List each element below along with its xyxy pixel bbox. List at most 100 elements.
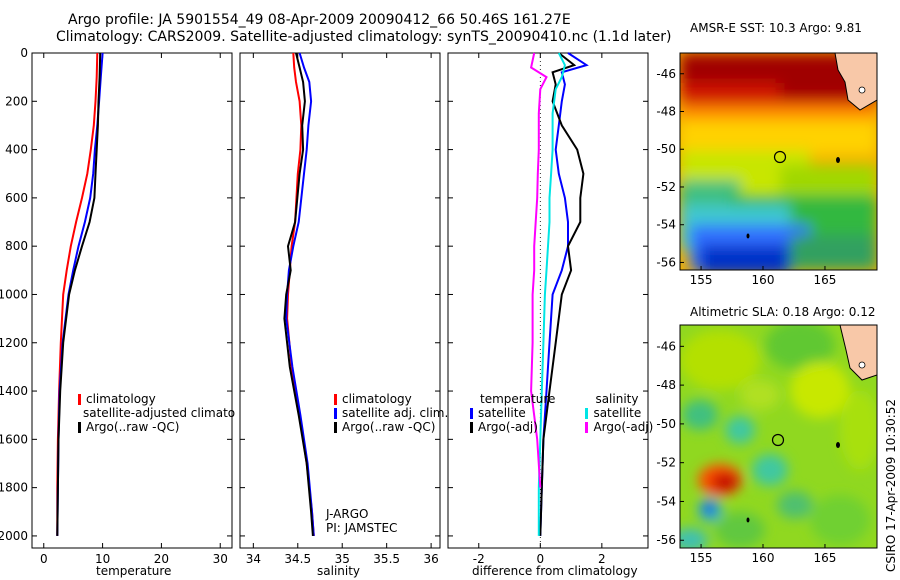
x-tick-label: 30 <box>213 552 228 566</box>
map-x-tick-label: 155 <box>690 273 713 287</box>
pi-line1: J-ARGO <box>326 507 369 521</box>
x-tick-label: 36 <box>423 552 438 566</box>
x-tick-label: 10 <box>95 552 110 566</box>
y-tick-label: 600 <box>5 191 28 205</box>
legend-label: Argo(-adj) <box>593 420 654 434</box>
sla-map-title: Altimetric SLA: 0.18 Argo: 0.12 <box>690 305 876 319</box>
figure-title-line2: Climatology: CARS2009. Satellite-adjuste… <box>56 29 672 45</box>
legend-swatch <box>470 421 473 433</box>
map-y-tick-label: -52 <box>656 180 676 194</box>
legend-label: satellite-adjusted climatology <box>83 406 236 420</box>
salinity-xlabel: salinity <box>317 564 361 578</box>
map-y-tick-label: -56 <box>656 255 676 269</box>
x-tick-label: 2 <box>598 552 606 566</box>
y-tick-label: 1600 <box>0 432 28 446</box>
temperature-panel: 0 10 20 30 0 200 400 600 800 1000 1200 1400 1600 1800… <box>0 46 233 566</box>
legend-swatch <box>78 393 81 405</box>
difference-legend: temperature satellite Argo(-adj) salinit… <box>470 392 653 434</box>
map-y-tick-label: -52 <box>656 456 676 470</box>
legend-label: climatology <box>342 392 412 406</box>
temperature-xlabel: temperature <box>96 564 172 578</box>
legend-label: satellite <box>478 406 526 420</box>
plot-frame <box>31 52 233 549</box>
map-x-tick-label: 160 <box>752 273 775 287</box>
salinity-panel: 34 34.5 35 35.5 36 <box>239 52 441 566</box>
x-tick-label: 34.5 <box>284 552 311 566</box>
map-x-tick-label: 155 <box>690 551 713 565</box>
map-y-tick-label: -48 <box>656 104 676 118</box>
legend-item: satellite <box>585 406 653 420</box>
legend-col-temperature: temperature satellite Argo(-adj) <box>470 392 555 434</box>
temperature-legend: climatology satellite-adjusted climatolo… <box>78 392 236 434</box>
y-tick-label: 800 <box>5 239 28 253</box>
legend-header: salinity <box>595 392 639 406</box>
difference-xlabel: difference from climatology <box>472 564 638 578</box>
map-y-tick-label: -50 <box>656 142 676 156</box>
series-line <box>529 52 548 488</box>
series-line <box>539 52 585 536</box>
y-tick-label: 1400 <box>0 384 28 398</box>
sst-map-title: AMSR-E SST: 10.3 Argo: 9.81 <box>690 21 862 35</box>
legend-item: climatology <box>334 392 448 406</box>
legend-item: Argo(-adj) <box>470 420 555 434</box>
legend-swatch <box>334 407 337 419</box>
salinity-legend: climatology satellite adj. clim. Argo(..… <box>334 392 448 434</box>
legend-header: temperature <box>480 392 556 406</box>
legend-swatch <box>334 393 337 405</box>
map-y-tick-label: -54 <box>656 494 676 508</box>
legend-item: satellite <box>470 406 555 420</box>
x-tick-label: 0 <box>40 552 48 566</box>
map-y-tick-label: -48 <box>656 378 676 392</box>
legend-label: climatology <box>86 392 156 406</box>
x-tick-label: -2 <box>473 552 485 566</box>
legend-item: Argo(..raw -QC) <box>78 420 236 434</box>
series-line <box>283 52 314 536</box>
legend-item: Argo(-adj) <box>585 420 653 434</box>
figure-title-line1: Argo profile: JA 5901554_49 08-Apr-2009 … <box>68 12 571 28</box>
map-y-tick-label: -56 <box>656 533 676 547</box>
legend-swatch <box>334 421 337 433</box>
legend-item: satellite adj. clim. <box>334 406 448 420</box>
y-tick-label: 400 <box>5 143 28 157</box>
sla-map: 155 160 165 -46 -48 -50 -52 -54 -56 <box>656 324 878 565</box>
plot-frame <box>239 52 441 549</box>
plot-frame <box>447 52 649 549</box>
series-line <box>539 52 589 536</box>
pi-line2: PI: JAMSTEC <box>326 521 398 535</box>
map-y-tick-label: -54 <box>656 218 676 232</box>
legend-label: Argo(..raw -QC) <box>342 420 436 434</box>
pi-info: J-ARGO PI: JAMSTEC <box>326 507 397 535</box>
y-tick-label: 0 <box>20 46 28 60</box>
x-tick-label: 34 <box>246 552 261 566</box>
y-tick-label: 1800 <box>0 481 28 495</box>
legend-item: Argo(..raw -QC) <box>334 420 448 434</box>
map-x-tick-label: 165 <box>814 273 837 287</box>
legend-swatch <box>470 407 473 419</box>
side-stamp: CSIRO 17-Apr-2009 10:30:52 <box>884 398 898 572</box>
legend-swatch <box>78 421 81 433</box>
x-tick-label: 35 <box>335 552 350 566</box>
series-line <box>537 52 566 536</box>
x-tick-label: 20 <box>154 552 169 566</box>
map-y-tick-label: -46 <box>656 67 676 81</box>
y-tick-label: 2000 <box>0 529 28 543</box>
x-tick-label: 0 <box>536 552 544 566</box>
legend-swatch <box>585 407 589 419</box>
map-x-tick-label: 160 <box>752 551 775 565</box>
map-y-tick-label: -46 <box>656 339 676 353</box>
series-line <box>285 52 315 536</box>
legend-label: satellite adj. clim. <box>342 406 449 420</box>
difference-panel: -2 0 2 <box>447 52 649 566</box>
legend-label: Argo(-adj) <box>478 420 538 434</box>
legend-col-salinity: salinity satellite Argo(-adj) <box>585 392 653 434</box>
legend-swatch <box>585 421 589 433</box>
x-tick-label: 35.5 <box>373 552 400 566</box>
y-tick-label: 200 <box>5 94 28 108</box>
legend-label: Argo(..raw -QC) <box>86 420 180 434</box>
y-tick-label: 1000 <box>0 287 28 301</box>
map-y-tick-label: -50 <box>656 417 676 431</box>
legend-item: satellite-adjusted climatology <box>78 406 236 420</box>
series-line <box>56 52 102 536</box>
legend-label: satellite <box>593 406 642 420</box>
